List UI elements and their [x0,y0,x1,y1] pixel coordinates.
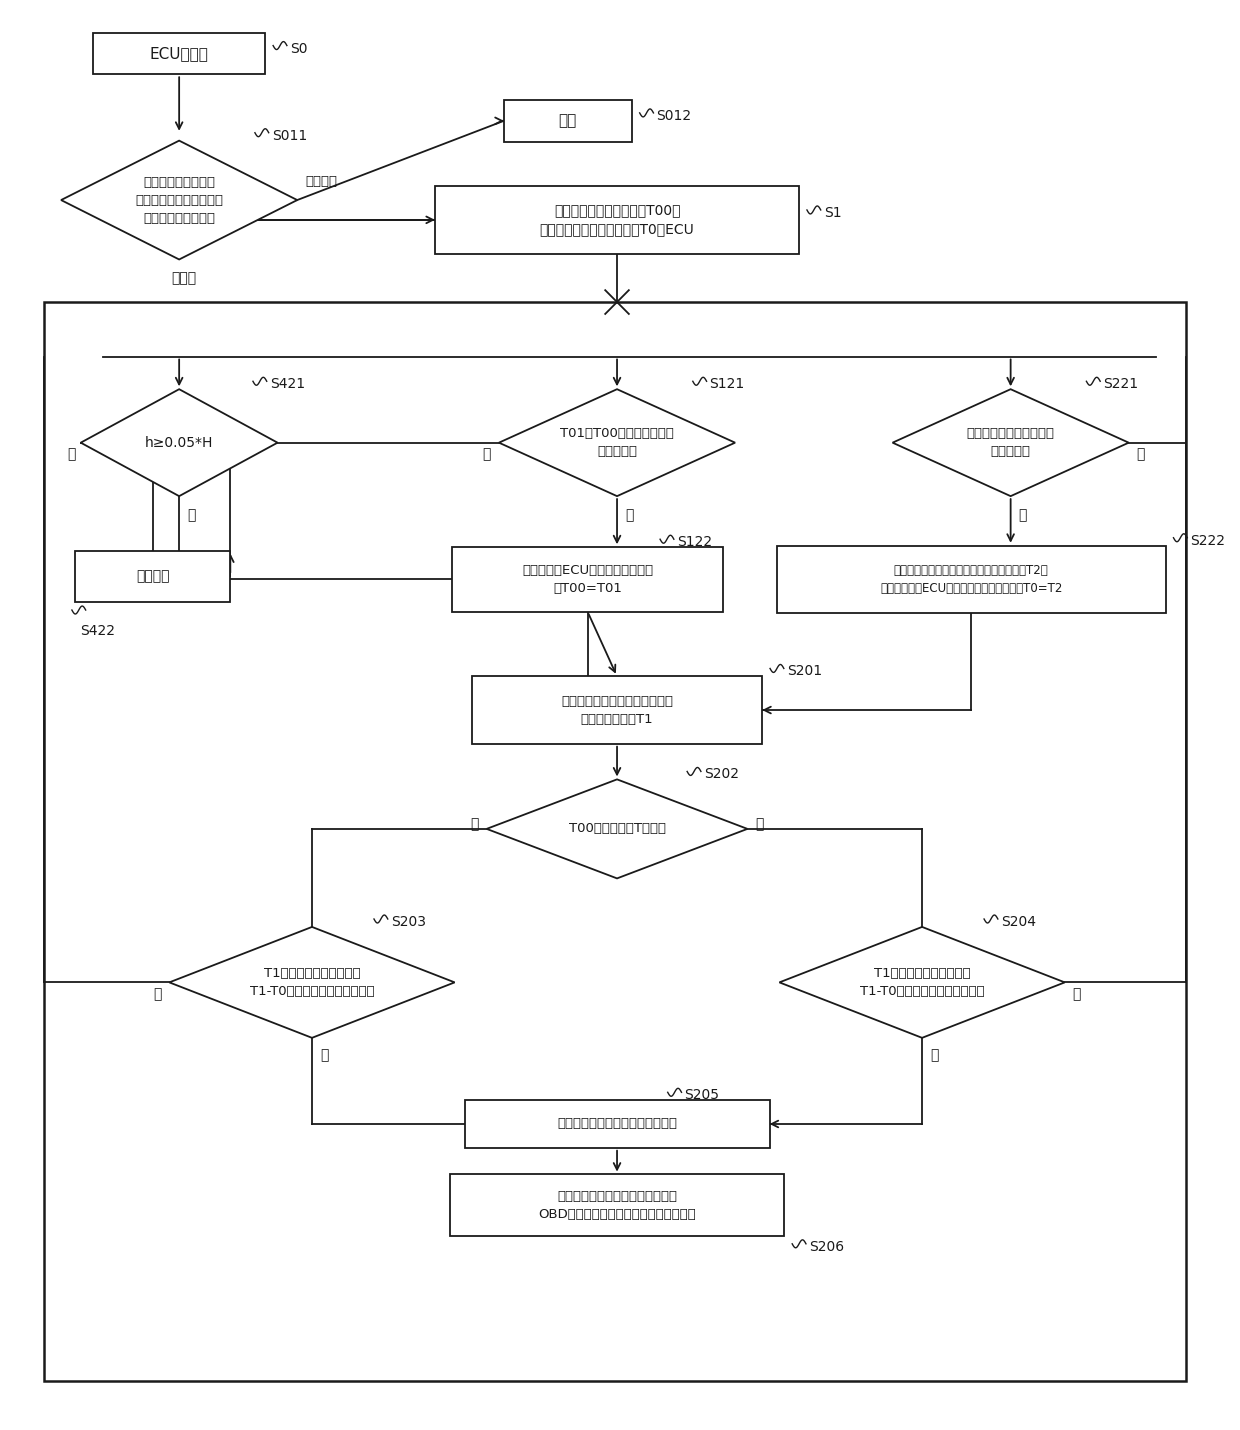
Text: 检测当前时刻所述尿素箱内部的
尿素溶液的温度T1: 检测当前时刻所述尿素箱内部的 尿素溶液的温度T1 [560,695,673,725]
Text: S222: S222 [1190,533,1225,548]
Text: 输出显示指令，显示指令控制车辆
OBD系统中设置的显示部件发出显示信号: 输出显示指令，显示指令控制车辆 OBD系统中设置的显示部件发出显示信号 [538,1190,696,1221]
Text: 一者无效: 一者无效 [305,174,337,189]
Text: S122: S122 [677,535,712,549]
Text: S203: S203 [391,915,425,930]
Text: S204: S204 [1001,915,1035,930]
Polygon shape [780,927,1065,1038]
Bar [74,551,231,602]
Text: S202: S202 [704,768,739,781]
Bar [465,1100,770,1148]
Text: 是: 是 [1018,508,1027,522]
Text: 否: 否 [755,817,764,831]
Text: S422: S422 [79,623,115,638]
Bar [450,1174,785,1236]
Polygon shape [81,389,278,496]
Polygon shape [486,779,748,878]
Text: S201: S201 [786,665,822,678]
Text: 尿素箱温度传感器、
环境温度传感器、尿素箱
液位传感器是否有效: 尿素箱温度传感器、 环境温度传感器、尿素箱 液位传感器是否有效 [135,176,223,225]
Text: 否: 否 [67,448,76,462]
Text: S221: S221 [1104,378,1138,392]
Text: 是: 是 [187,508,196,522]
Text: T1是否大于第四预设值或
T1-T0是否大于等于第五预设值: T1是否大于第四预设值或 T1-T0是否大于等于第五预设值 [859,967,985,998]
Text: 是: 是 [930,1048,939,1061]
Text: S012: S012 [656,109,692,123]
Text: S1: S1 [823,206,841,220]
Text: 更新存储于ECU内部的环境温度，
使T00=T01: 更新存储于ECU内部的环境温度， 使T00=T01 [522,563,653,595]
Text: 结束程序: 结束程序 [136,569,170,583]
Text: 均有效: 均有效 [171,272,197,286]
Text: S121: S121 [709,378,745,392]
Text: T01与T00的差值是否大于
第三预设值: T01与T00的差值是否大于 第三预设值 [560,428,675,458]
Text: ECU初始化: ECU初始化 [150,46,208,61]
Text: 否: 否 [1137,448,1145,462]
Text: 是: 是 [625,508,634,522]
Text: 否: 否 [153,987,161,1001]
Bar [472,676,763,744]
Text: 是: 是 [470,817,479,831]
Text: 检测注入尿素溶液后尿素箱内尿素溶液温度T2，
并更新存储于ECU内部的尿素溶液温度，使T0=T2: 检测注入尿素溶液后尿素箱内尿素溶液温度T2， 并更新存储于ECU内部的尿素溶液温… [880,563,1063,595]
Bar [45,302,1185,1381]
Text: S421: S421 [269,378,305,392]
Polygon shape [61,140,298,259]
Text: S206: S206 [808,1240,844,1254]
Bar [435,186,799,253]
Text: T00与临界温度T的大小: T00与临界温度T的大小 [568,822,666,835]
Text: T1是否大于第一预设值或
T1-T0是否大于等于第二预设值: T1是否大于第一预设值或 T1-T0是否大于等于第二预设值 [249,967,374,998]
Text: 判断是否有新的尿素溶液
注入尿素箱: 判断是否有新的尿素溶液 注入尿素箱 [967,428,1055,458]
Polygon shape [170,927,455,1038]
Text: S0: S0 [290,41,308,56]
Text: 预存初始状态下环境温度T00、
尿素箱内部的尿素溶液温度T0至ECU: 预存初始状态下环境温度T00、 尿素箱内部的尿素溶液温度T0至ECU [539,203,694,236]
Bar [503,100,632,142]
Text: 是: 是 [320,1048,329,1061]
Text: 结束: 结束 [559,113,577,129]
Bar [777,546,1166,613]
Text: S205: S205 [684,1088,719,1103]
Text: 否: 否 [482,448,491,462]
Polygon shape [498,389,735,496]
Text: h≥0.05*H: h≥0.05*H [145,436,213,449]
Text: S011: S011 [272,129,306,143]
Polygon shape [893,389,1128,496]
Text: 否: 否 [1073,987,1081,1001]
Bar [93,33,265,74]
Bar [453,548,723,612]
Text: 输出冷却液电磁阀故障的控制指令: 输出冷却液电磁阀故障的控制指令 [557,1117,677,1131]
